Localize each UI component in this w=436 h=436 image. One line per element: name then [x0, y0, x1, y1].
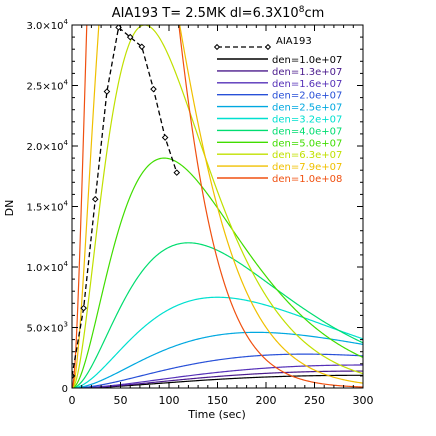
- x-axis-label: Time (sec): [187, 408, 246, 421]
- model-series-line: [72, 25, 363, 388]
- x-tick-label: 150: [207, 394, 228, 407]
- legend-marker: [264, 43, 272, 51]
- y-tick-label: 1.5×104: [27, 200, 69, 214]
- y-tick-label: 2.5×104: [27, 79, 69, 93]
- observed-point: [173, 169, 181, 176]
- legend-label: den=1.6e+07: [272, 79, 342, 90]
- model-series-line: [72, 25, 363, 388]
- legend-label: den=1.3e+07: [272, 67, 342, 78]
- y-tick-label: 5.0×103: [27, 321, 68, 335]
- legend-marker: [213, 43, 221, 51]
- x-tick-label: 250: [304, 394, 325, 407]
- plot-frame: [71, 24, 364, 389]
- legend-label: AIA193: [276, 36, 312, 47]
- x-tick-labels: 0 50 100 150 200 250 300: [69, 394, 374, 407]
- legend-label: den=6.3e+07: [272, 150, 342, 161]
- x-tick-label: 0: [69, 394, 76, 407]
- model-series-line: [72, 331, 363, 388]
- legend: AIA193den=1.0e+07den=1.3e+07den=1.6e+07d…: [213, 36, 342, 185]
- y-tick-label: 1.0×104: [27, 260, 69, 274]
- model-series-line: [72, 296, 363, 388]
- legend-label: den=2.0e+07: [272, 91, 342, 102]
- observed-point: [80, 304, 87, 312]
- x-tick-label: 200: [256, 394, 277, 407]
- y-axis-label: DN: [3, 200, 16, 217]
- observed-point: [150, 85, 157, 93]
- y-tick-label: 0: [62, 384, 68, 395]
- x-tick-label: 100: [159, 394, 180, 407]
- legend-label: den=1.0e+07: [272, 55, 342, 66]
- x-tick-label: 300: [353, 394, 374, 407]
- legend-label: den=4.0e+07: [272, 126, 342, 137]
- x-tick-label: 50: [114, 394, 128, 407]
- observed-point: [126, 33, 134, 41]
- y-tick-labels: 0 5.0×103 1.0×104 1.5×104 2.0×104 2.5×104 3.0×…: [27, 18, 69, 395]
- observed-point: [138, 43, 146, 51]
- legend-label: den=2.5e+07: [272, 103, 342, 114]
- observed-point: [161, 134, 169, 141]
- legend-label: den=1.0e+08: [272, 174, 342, 185]
- legend-label: den=3.2e+07: [272, 115, 342, 126]
- y-tick-label: 2.0×104: [27, 139, 69, 153]
- model-series-line: [72, 353, 363, 388]
- observed-line: [72, 26, 178, 377]
- model-series-line: [72, 242, 363, 388]
- legend-label: den=7.9e+07: [272, 162, 342, 173]
- observed-point: [103, 88, 111, 95]
- y-tick-label: 3.0×104: [27, 18, 69, 32]
- observed-point: [91, 195, 99, 203]
- chart-title: AIA193 T= 2.5MK dl=6.3X108cm: [112, 5, 325, 21]
- legend-label: den=5.0e+07: [272, 138, 342, 149]
